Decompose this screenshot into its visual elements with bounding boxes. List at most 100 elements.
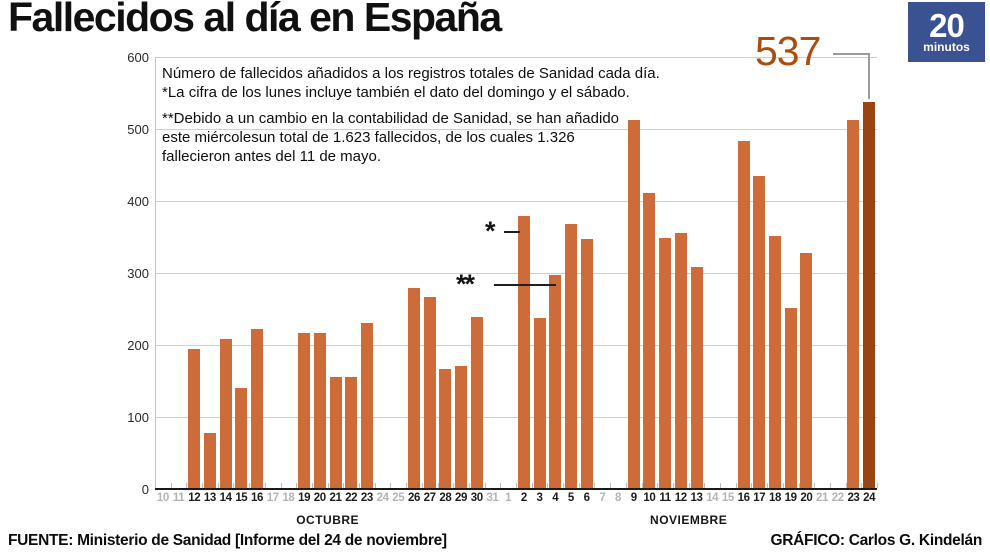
x-tick-label: 14 (706, 492, 719, 504)
x-tick-label: 15 (235, 492, 248, 504)
x-axis-tick (845, 483, 847, 488)
bar-day-29 (455, 365, 468, 489)
bar-day-27 (423, 296, 436, 489)
gridline-300 (155, 273, 877, 274)
bar-day-19 (298, 333, 311, 489)
x-axis-tick (500, 483, 502, 488)
single-asterisk-marker: * (485, 216, 495, 246)
x-axis-tick (641, 483, 643, 488)
bar-day-22 (345, 376, 358, 489)
x-tick-label: 11 (172, 492, 185, 504)
x-axis-tick (578, 483, 580, 488)
x-tick-label: 27 (423, 492, 436, 504)
bar-day-20 (800, 252, 813, 489)
x-tick-label: 19 (784, 492, 797, 504)
x-axis-tick (311, 483, 313, 488)
bar-day-16 (737, 140, 750, 489)
x-axis-tick (672, 483, 674, 488)
x-tick-label: 25 (392, 492, 405, 504)
x-tick-label: 11 (659, 492, 671, 504)
note-line: fallecieron antes del 11 de mayo. (162, 148, 382, 165)
x-axis-tick (233, 483, 235, 488)
x-tick-label: 13 (690, 492, 703, 504)
x-axis-tick (547, 483, 549, 488)
x-axis-tick (421, 483, 423, 488)
bar-day-26 (407, 288, 420, 489)
note-line: Número de fallecidos añadidos a los regi… (162, 65, 660, 82)
x-axis-tick (484, 483, 486, 488)
x-axis-tick (249, 483, 251, 488)
bar-day-12 (188, 348, 201, 489)
single-asterisk-line (504, 231, 520, 233)
x-tick-label: 6 (583, 492, 590, 504)
x-tick-label: 12 (674, 492, 687, 504)
x-tick-label: 22 (831, 492, 844, 504)
y-tick-label: 600 (127, 50, 149, 65)
x-tick-label: 2 (520, 492, 527, 504)
x-tick-label: 8 (615, 492, 622, 504)
x-tick-label: 4 (552, 492, 559, 504)
x-tick-label: 17 (753, 492, 766, 504)
x-tick-label: 20 (800, 492, 813, 504)
bar-day-13 (203, 432, 216, 489)
callout-connector-vertical (868, 53, 870, 99)
x-tick-label: 3 (536, 492, 543, 504)
x-axis-tick (217, 483, 219, 488)
gridline-500 (155, 129, 877, 130)
bar-day-17 (753, 175, 766, 489)
x-axis-tick (704, 483, 706, 488)
bar-day-13 (690, 267, 703, 489)
x-axis-tick (782, 483, 784, 488)
x-tick-label: 28 (439, 492, 452, 504)
x-tick-label: 21 (329, 492, 342, 504)
x-axis-tick (374, 483, 376, 488)
x-tick-label: 14 (219, 492, 232, 504)
y-tick-label: 300 (127, 266, 149, 281)
source-credit: FUENTE: Ministerio de Sanidad [Informe d… (8, 532, 447, 549)
x-tick-label: 29 (455, 492, 468, 504)
page-title: Fallecidos al día en España (8, 0, 502, 40)
x-axis-tick (170, 483, 172, 488)
bar-day-28 (439, 368, 452, 489)
x-axis-tick (516, 483, 517, 488)
x-tick-label: 15 (721, 492, 734, 504)
x-tick-label: 21 (816, 492, 829, 504)
max-value-callout: 537 (755, 28, 821, 74)
bar-day-12 (674, 232, 687, 489)
callout-connector-horizontal (833, 53, 870, 55)
x-axis-tick (296, 483, 298, 488)
x-axis-tick (327, 483, 329, 488)
x-tick-label: 16 (251, 492, 264, 504)
x-axis-tick (186, 483, 188, 488)
x-axis-tick (657, 483, 659, 488)
x-tick-label: 18 (282, 492, 295, 504)
x-tick-label: 16 (737, 492, 750, 504)
bar-day-15 (235, 388, 248, 489)
gridline-400 (155, 201, 877, 202)
x-axis-tick (563, 483, 565, 488)
x-tick-label: 18 (768, 492, 781, 504)
bar-day-23 (360, 322, 373, 489)
bar-day-11 (659, 237, 672, 489)
bar-day-4 (549, 275, 562, 489)
x-axis-tick (359, 483, 361, 488)
x-tick-label: 10 (156, 492, 169, 504)
x-axis-tick (861, 483, 863, 488)
x-tick-label: 24 (376, 492, 389, 504)
20minutos-logo: 20 minutos (908, 2, 985, 62)
bar-day-19 (784, 308, 797, 489)
double-asterisk-line (494, 284, 556, 286)
bar-day-14 (219, 338, 232, 489)
x-tick-label: 23 (360, 492, 373, 504)
bar-day-18 (768, 236, 781, 489)
x-tick-label: 24 (863, 492, 876, 504)
x-tick-label: 20 (313, 492, 326, 504)
bar-day-3 (533, 317, 546, 489)
y-tick-label: 0 (141, 482, 149, 497)
x-tick-label: 22 (345, 492, 358, 504)
x-axis-tick (437, 483, 439, 488)
x-axis-tick (406, 483, 408, 488)
x-tick-label: 5 (567, 492, 574, 504)
x-tick-label: 30 (470, 492, 483, 504)
